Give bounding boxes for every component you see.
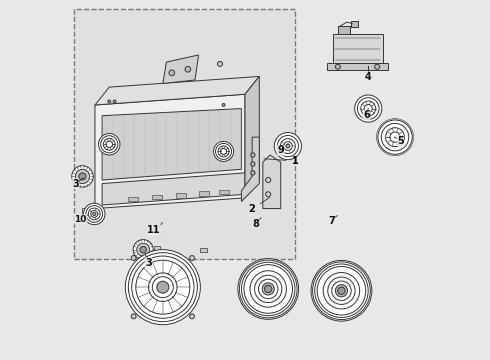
Circle shape	[286, 144, 290, 148]
Circle shape	[214, 141, 234, 161]
Circle shape	[251, 162, 255, 166]
Polygon shape	[102, 173, 245, 205]
Text: 3: 3	[145, 258, 152, 268]
Bar	[351, 21, 358, 27]
Bar	[176, 193, 186, 198]
Polygon shape	[263, 155, 281, 208]
Polygon shape	[102, 109, 242, 180]
Circle shape	[375, 64, 380, 69]
Circle shape	[157, 281, 169, 293]
Text: 4: 4	[364, 72, 371, 82]
Bar	[154, 246, 160, 253]
Bar	[82, 208, 87, 216]
Text: 3: 3	[72, 179, 79, 189]
Text: 1: 1	[264, 156, 298, 166]
Bar	[327, 63, 388, 70]
Bar	[74, 9, 295, 258]
Circle shape	[83, 203, 105, 225]
Bar	[128, 197, 138, 201]
Circle shape	[137, 243, 149, 256]
Polygon shape	[163, 55, 198, 84]
Circle shape	[274, 132, 301, 159]
Circle shape	[185, 66, 191, 72]
Circle shape	[98, 134, 120, 155]
Circle shape	[251, 153, 255, 157]
Circle shape	[265, 285, 272, 293]
Bar	[220, 190, 229, 194]
Circle shape	[311, 260, 372, 321]
Text: 9: 9	[277, 145, 284, 156]
Circle shape	[131, 256, 136, 260]
Circle shape	[335, 64, 341, 69]
Text: 7: 7	[328, 216, 335, 226]
Circle shape	[113, 100, 116, 103]
Bar	[200, 248, 207, 252]
Text: 2: 2	[248, 198, 270, 214]
Circle shape	[133, 240, 153, 260]
Circle shape	[335, 285, 347, 297]
Circle shape	[108, 100, 111, 103]
Bar	[279, 139, 297, 144]
Circle shape	[75, 169, 90, 184]
Circle shape	[378, 120, 412, 154]
Circle shape	[338, 287, 345, 294]
Text: 10: 10	[74, 215, 87, 224]
Polygon shape	[242, 137, 259, 202]
Bar	[152, 195, 162, 199]
Circle shape	[190, 256, 195, 260]
Text: 11: 11	[147, 225, 161, 235]
Circle shape	[131, 314, 136, 319]
Circle shape	[355, 95, 382, 122]
Circle shape	[190, 314, 195, 319]
Circle shape	[251, 171, 255, 175]
Bar	[154, 253, 160, 257]
Polygon shape	[245, 76, 259, 198]
Circle shape	[72, 166, 93, 187]
Circle shape	[218, 62, 222, 66]
Circle shape	[125, 249, 200, 325]
Bar	[333, 33, 383, 64]
Bar	[199, 191, 209, 196]
Circle shape	[140, 247, 147, 253]
Polygon shape	[95, 76, 259, 105]
Circle shape	[79, 173, 86, 180]
Circle shape	[222, 104, 225, 107]
Circle shape	[93, 212, 96, 216]
Circle shape	[238, 258, 298, 319]
Text: 5: 5	[397, 136, 404, 146]
Text: 6: 6	[363, 110, 370, 120]
Circle shape	[169, 70, 174, 76]
Circle shape	[262, 283, 274, 295]
Text: 8: 8	[252, 219, 259, 229]
Polygon shape	[95, 94, 245, 208]
Bar	[338, 26, 350, 33]
